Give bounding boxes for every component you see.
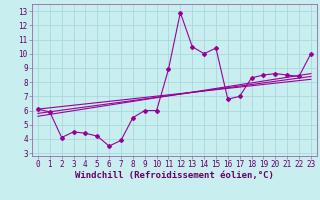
X-axis label: Windchill (Refroidissement éolien,°C): Windchill (Refroidissement éolien,°C) — [75, 171, 274, 180]
